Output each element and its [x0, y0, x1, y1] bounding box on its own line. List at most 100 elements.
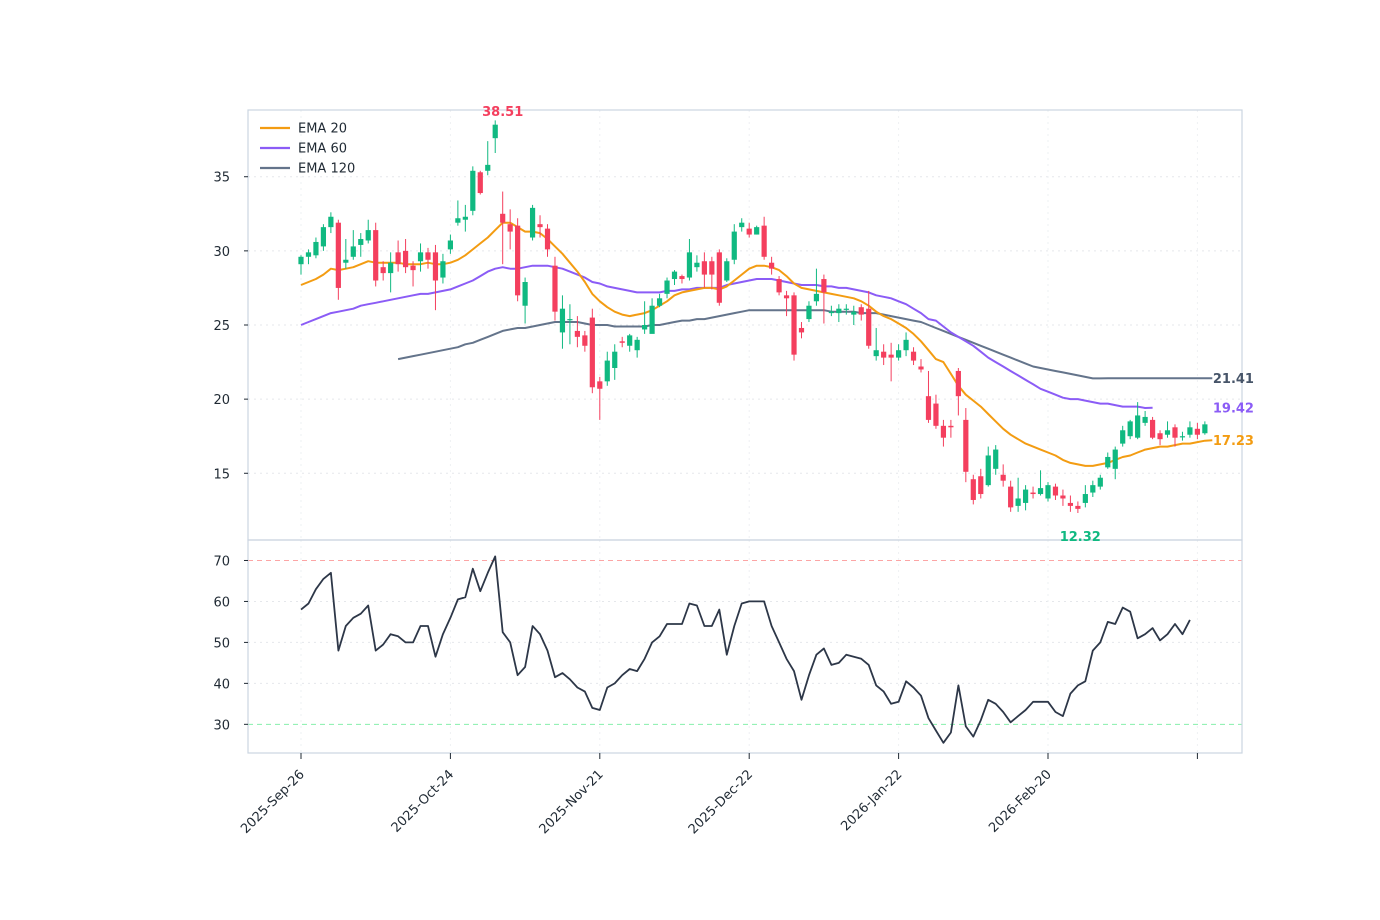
candle-body — [432, 252, 439, 281]
candle-body — [918, 366, 924, 370]
candle-body — [455, 218, 461, 223]
candle-body — [948, 425, 954, 428]
candle-body — [1157, 433, 1163, 440]
candle-body — [373, 230, 379, 281]
candle-body — [597, 381, 603, 389]
candle-body — [985, 455, 991, 486]
legend-label: EMA 60 — [298, 142, 347, 157]
candle-body — [612, 351, 618, 368]
ema-lines — [300, 221, 1213, 467]
annotations: 38.51 12.32 21.41 19.42 17.23 — [482, 105, 1254, 545]
candle-body — [709, 261, 715, 275]
indicator-ytick-label: 70 — [213, 554, 230, 569]
ema-end-label: 19.42 — [1213, 402, 1254, 417]
candle-body — [343, 259, 349, 263]
candle-body — [821, 279, 827, 293]
candle-body — [1037, 488, 1044, 495]
candle-body — [843, 308, 849, 310]
candle-body — [567, 319, 573, 321]
xtick-label: 2025-Dec-22 — [686, 767, 756, 837]
candle-body — [701, 261, 707, 275]
ema20-line — [300, 221, 1213, 467]
candle-body — [664, 280, 670, 294]
candle-body — [350, 246, 356, 257]
max-price-label: 38.51 — [482, 105, 523, 120]
rsi-line — [300, 555, 1191, 744]
candle-body — [537, 224, 543, 228]
candle-body — [1172, 427, 1178, 438]
candle-body — [1008, 486, 1014, 508]
candle-body — [552, 265, 558, 312]
candle-body — [970, 479, 976, 500]
candle-body — [440, 261, 446, 278]
min-price-label: 12.32 — [1060, 530, 1101, 545]
price-ytick-label: 30 — [213, 245, 230, 260]
candle-body — [1135, 415, 1141, 438]
candle-body — [1112, 449, 1118, 469]
candle-body — [731, 231, 737, 260]
candle-body — [313, 241, 319, 256]
candle-body — [470, 170, 476, 211]
candle-body — [993, 449, 999, 469]
candle-body — [858, 307, 864, 315]
ema60-line — [300, 264, 1153, 409]
candle-body — [335, 222, 341, 288]
candle-body — [716, 252, 722, 303]
candle-body — [1202, 424, 1208, 434]
indicator-ytick-label: 40 — [213, 677, 230, 692]
candle-body — [380, 267, 386, 274]
candle-body — [1022, 489, 1029, 503]
candle-body — [888, 354, 894, 358]
candle-body — [328, 216, 334, 228]
candle-body — [462, 216, 468, 220]
candle-body — [298, 256, 304, 265]
candle-body — [500, 213, 506, 223]
price-ytick-label: 25 — [213, 319, 230, 334]
candle-body — [851, 311, 857, 315]
candle-body — [806, 305, 812, 320]
candle-body — [679, 276, 685, 280]
candle-body — [522, 282, 528, 306]
candle-body — [761, 225, 767, 257]
candle-body — [739, 222, 745, 228]
legend-label: EMA 20 — [298, 122, 347, 137]
xtick-label: 2026-Feb-20 — [986, 767, 1055, 836]
indicator-ytick-label: 60 — [213, 595, 230, 610]
xtick-label: 2025-Sep-26 — [238, 767, 308, 837]
candle-body — [903, 339, 909, 351]
candle-body — [574, 330, 580, 337]
candle-body — [724, 261, 730, 281]
indicator-ytick-label: 50 — [213, 636, 230, 651]
candle-body — [963, 419, 969, 472]
price-ytick-label: 15 — [213, 467, 230, 482]
candle-body — [694, 262, 700, 268]
candle-body — [544, 228, 551, 250]
candle-body — [1187, 427, 1193, 435]
candle-body — [485, 164, 491, 171]
candle-body — [828, 311, 834, 314]
candle-body — [754, 227, 760, 235]
panel-frames — [247, 109, 1243, 754]
price-grid — [248, 110, 1242, 540]
candle-body — [529, 207, 536, 238]
xtick-label: 2025-Oct-24 — [389, 767, 457, 835]
candle-body — [940, 425, 947, 438]
candle-body — [769, 262, 775, 269]
candle-body — [866, 308, 872, 346]
candle-body — [642, 325, 648, 330]
xtick-label: 2025-Nov-21 — [537, 767, 607, 837]
candle-body — [402, 250, 409, 268]
candle-body — [320, 227, 327, 247]
candle-body — [671, 271, 678, 280]
candle-body — [425, 252, 431, 260]
candle-body — [783, 295, 790, 299]
candle-body — [619, 341, 625, 343]
indicator-grid — [248, 540, 1242, 753]
candle-body — [798, 327, 805, 333]
candle-body — [1052, 486, 1059, 496]
candle-body — [604, 360, 610, 382]
candle-body — [305, 252, 312, 257]
price-ytick-label: 35 — [213, 171, 230, 186]
xtick-label: 2026-Jan-22 — [838, 767, 905, 834]
candle-body — [1127, 421, 1133, 437]
